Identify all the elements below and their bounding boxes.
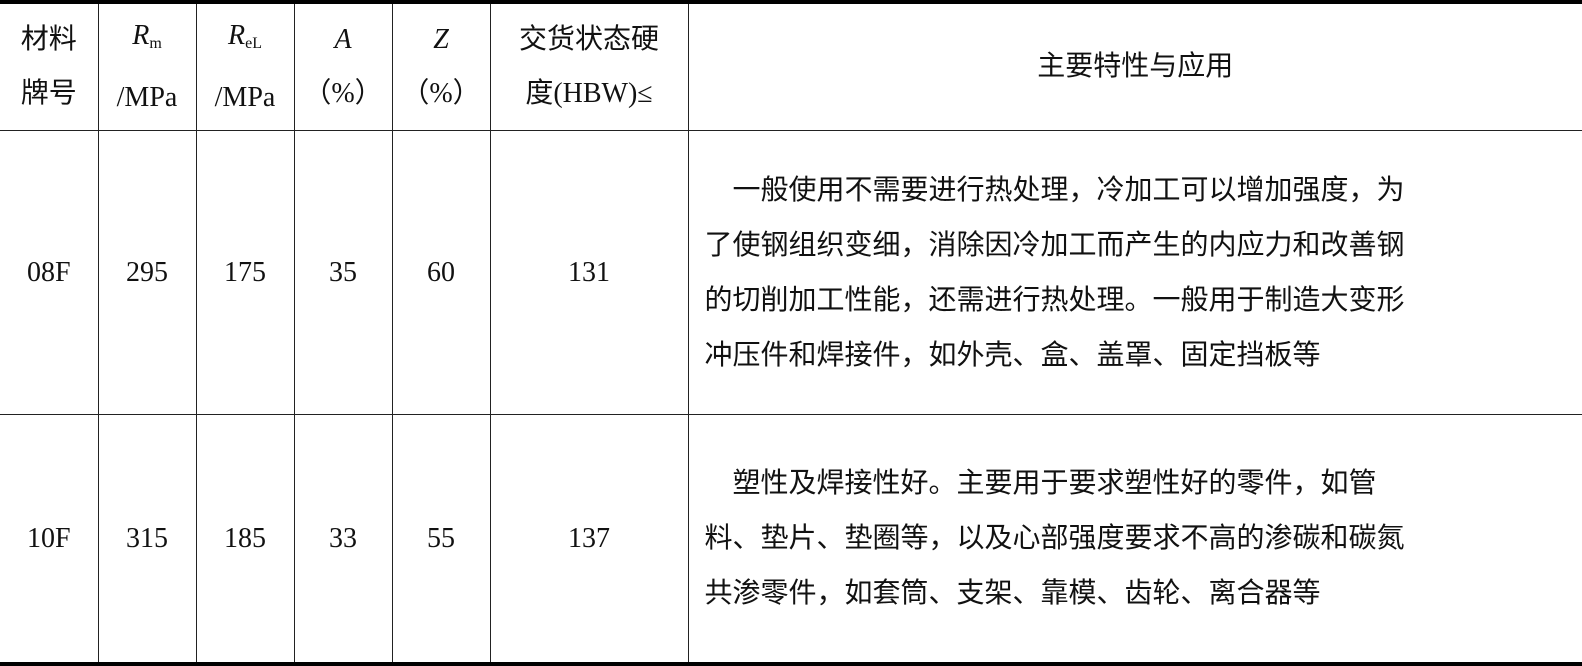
header-rm: Rm/MPa [97, 1, 197, 131]
cell-grade: 10F [0, 414, 99, 665]
symbol: R [132, 20, 150, 51]
cell-rm: 315 [97, 414, 197, 665]
description-line: 一般使用不需要进行热处理，冷加工可以增加强度，为 [732, 174, 1405, 206]
unit: （%） [401, 78, 481, 109]
header-text: 交货状态硬 [518, 24, 659, 55]
symbol: Z [433, 24, 449, 55]
symbol: A [334, 24, 352, 55]
description-line: 共渗零件，如套筒、支架、靠模、齿轮、离合器等 [704, 578, 1321, 609]
description-line: 冲压件和焊接件，如外壳、盒、盖罩、固定挡板等 [704, 339, 1321, 371]
subscript: eL [245, 35, 262, 52]
unit: /MPa [214, 82, 276, 113]
cell-hbw: 131 [489, 130, 689, 415]
cell-a: 33 [293, 414, 393, 665]
cell-rm: 295 [97, 130, 197, 415]
unit: （%） [303, 78, 383, 109]
cell-rel: 175 [195, 130, 295, 415]
cell-description: 一般使用不需要进行热处理，冷加工可以增加强度，为 了使钢组织变细，消除因冷加工而… [687, 130, 1582, 415]
header-row: 材料牌号 Rm/MPa ReL/MPa A （%） Z （%） 交货状态硬度(HBW… [0, 1, 1582, 131]
symbol: R [228, 20, 246, 51]
cell-rel: 185 [195, 414, 295, 665]
subscript: m [149, 35, 162, 52]
header-hardness: 交货状态硬度(HBW)≤ [489, 1, 689, 131]
header-description: 主要特性与应用 [687, 1, 1582, 131]
header-text: 牌号 [20, 78, 77, 109]
table-row: 08F 295 175 35 60 131 一般使用不需要进行热处理，冷加工可以… [0, 130, 1582, 415]
header-rel: ReL/MPa [195, 1, 295, 131]
header-text: 材料 [20, 24, 77, 55]
cell-z: 60 [391, 130, 491, 415]
description-line: 的切削加工性能，还需进行热处理。一般用于制造大变形 [704, 284, 1405, 316]
header-z: Z （%） [391, 1, 491, 131]
header-a: A （%） [293, 1, 393, 131]
cell-description: 塑性及焊接性好。主要用于要求塑性好的零件，如管 料、垫片、垫圈等，以及心部强度要… [687, 414, 1582, 665]
cell-z: 55 [391, 414, 491, 665]
description-line: 了使钢组织变细，消除因冷加工而产生的内应力和改善钢 [704, 229, 1405, 261]
cell-hbw: 137 [489, 414, 689, 665]
unit: /MPa [116, 82, 178, 113]
header-grade: 材料 牌号 [0, 1, 99, 131]
cell-grade: 08F [0, 130, 99, 415]
description-line: 料、垫片、垫圈等，以及心部强度要求不高的渗碳和碳氮 [704, 523, 1405, 554]
description-line: 塑性及焊接性好。主要用于要求塑性好的零件，如管 [732, 468, 1377, 499]
cell-a: 35 [293, 130, 393, 415]
table-row: 10F 315 185 33 55 137 塑性及焊接性好。主要用于要求塑性好的… [0, 414, 1582, 665]
header-text: 度(HBW)≤ [525, 78, 653, 109]
